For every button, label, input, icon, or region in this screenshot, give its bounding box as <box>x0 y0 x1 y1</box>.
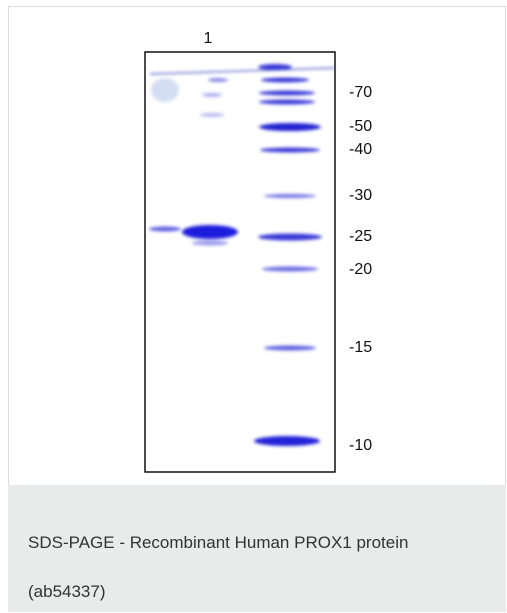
band <box>149 226 181 232</box>
bands <box>149 64 336 446</box>
ladder-band <box>259 99 315 105</box>
protein-band <box>182 225 238 239</box>
marker-label: -40 <box>349 141 372 158</box>
marker-label: -25 <box>349 228 372 245</box>
gel-edge <box>149 67 336 75</box>
ladder-band <box>264 345 316 351</box>
marker-label: -10 <box>349 437 372 454</box>
marker-label: -70 <box>349 84 372 101</box>
gel-figure: 1 -70 -50 -40 -30 -25 -20 -15 -10 <box>144 30 372 473</box>
band <box>208 78 228 82</box>
smear <box>151 78 179 102</box>
marker-label: -15 <box>349 339 372 356</box>
gel-box <box>144 51 336 473</box>
marker-label: -50 <box>349 118 372 135</box>
ladder-band <box>259 123 321 131</box>
caption: SDS-PAGE - Recombinant Human PROX1 prote… <box>8 485 506 612</box>
marker-labels: -70 -50 -40 -30 -25 -20 -15 -10 <box>349 84 372 454</box>
marker-label: -20 <box>349 261 372 278</box>
caption-line: SDS-PAGE - Recombinant Human PROX1 prote… <box>28 533 409 552</box>
lane-label: 1 <box>204 30 213 47</box>
band <box>202 93 222 97</box>
ladder-band <box>259 90 315 96</box>
caption-line: (ab54337) <box>28 582 106 601</box>
ladder-band <box>258 233 322 241</box>
band <box>192 240 228 246</box>
ladder-band <box>261 77 309 83</box>
ladder-band <box>254 436 320 446</box>
ladder-band <box>260 147 320 153</box>
ladder-band <box>264 194 316 198</box>
ladder-band <box>262 266 318 272</box>
ladder-band <box>258 64 292 70</box>
marker-label: -30 <box>349 187 372 204</box>
band <box>200 113 224 117</box>
